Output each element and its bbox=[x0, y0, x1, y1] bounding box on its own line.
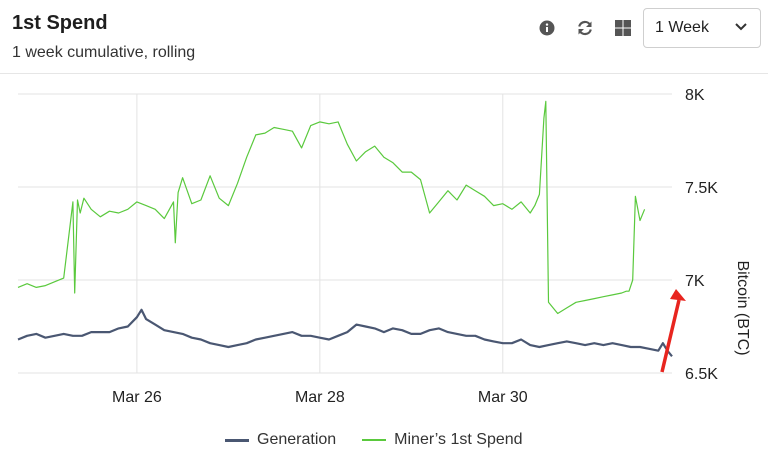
page-subtitle: 1 week cumulative, rolling bbox=[12, 44, 196, 61]
y-axis-label: Bitcoin (BTC) bbox=[734, 260, 751, 355]
y-tick-label: 7K bbox=[685, 273, 705, 290]
y-tick-label: 7.5K bbox=[685, 180, 718, 197]
x-tick-label: Mar 30 bbox=[478, 389, 528, 406]
page-title: 1st Spend bbox=[12, 12, 108, 34]
grid-icon[interactable] bbox=[613, 18, 633, 38]
legend-swatch-generation bbox=[225, 438, 249, 442]
legend-label-generation: Generation bbox=[257, 431, 337, 448]
refresh-icon[interactable] bbox=[575, 18, 595, 38]
legend-label-miners-spend: Miner’s 1st Spend bbox=[394, 431, 523, 448]
x-tick-label: Mar 26 bbox=[112, 389, 162, 406]
header-divider bbox=[0, 73, 768, 74]
y-tick-label: 6.5K bbox=[685, 366, 718, 383]
range-select[interactable]: 1 Week bbox=[643, 8, 761, 48]
legend-swatch-miners-spend bbox=[362, 439, 387, 441]
y-tick-label: 8K bbox=[685, 87, 705, 104]
range-select-value: 1 Week bbox=[655, 19, 709, 36]
chevron-down-icon bbox=[735, 23, 747, 31]
legend-item-miners-spend[interactable]: Miner’s 1st Spend bbox=[362, 431, 523, 449]
series-line-generation bbox=[17, 308, 673, 357]
chart-legend: Generation Miner’s 1st Spend bbox=[225, 431, 549, 449]
info-icon[interactable] bbox=[537, 18, 557, 38]
line-chart: Mar 26 Mar 28 Mar 30 6.5K 7K 7.5K 8K Bitcoin … bbox=[17, 87, 751, 406]
legend-item-generation[interactable]: Generation bbox=[225, 431, 336, 449]
x-tick-label: Mar 28 bbox=[295, 389, 345, 406]
series-line-miners-spend bbox=[17, 100, 646, 315]
annotation-arrow bbox=[660, 289, 686, 373]
